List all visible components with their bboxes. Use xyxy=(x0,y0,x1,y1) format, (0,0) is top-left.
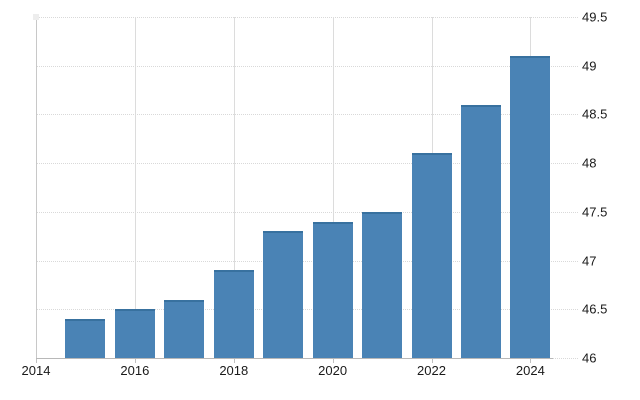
y-axis-line xyxy=(36,17,37,358)
gridline-horizontal xyxy=(36,65,578,67)
gridline-horizontal xyxy=(36,211,578,213)
y-axis-label: 47.5 xyxy=(582,204,608,220)
gridline-vertical xyxy=(233,17,235,358)
plot-corner-marker xyxy=(33,14,39,20)
y-axis-label: 48.5 xyxy=(582,106,608,122)
bar-2016[interactable] xyxy=(114,309,155,358)
bar-2019[interactable] xyxy=(263,231,304,358)
x-axis-line xyxy=(36,358,553,359)
bar-2024[interactable] xyxy=(510,56,551,358)
x-axis-label: 2020 xyxy=(318,363,348,378)
gridline-vertical xyxy=(134,17,136,358)
gridline-horizontal xyxy=(36,114,578,116)
x-axis-tick xyxy=(431,359,433,363)
x-axis-tick xyxy=(233,359,235,363)
x-axis-line-extension xyxy=(553,358,578,359)
bar-2022[interactable] xyxy=(411,153,452,358)
x-axis-label: 2014 xyxy=(21,363,51,378)
x-axis-label: 2022 xyxy=(417,363,446,378)
gridline-horizontal xyxy=(36,163,578,165)
x-axis-label: 2018 xyxy=(219,363,249,378)
bar-2023[interactable] xyxy=(461,104,501,358)
y-axis-label: 47 xyxy=(582,253,597,269)
y-axis-label: 46 xyxy=(582,350,597,366)
bar-2021[interactable] xyxy=(362,211,403,358)
y-axis-label: 48 xyxy=(582,155,597,171)
gridline-horizontal xyxy=(36,17,578,18)
y-axis-label: 49 xyxy=(582,58,597,74)
bar-2020[interactable] xyxy=(312,221,353,358)
x-axis-tick xyxy=(332,359,334,363)
x-axis-label: 2016 xyxy=(120,363,150,378)
x-axis-tick xyxy=(134,359,136,363)
x-axis-label: 2024 xyxy=(515,363,545,378)
gridline-vertical xyxy=(332,17,334,358)
x-axis-tick xyxy=(530,359,532,363)
x-axis-tick xyxy=(36,359,37,363)
bar-2015[interactable] xyxy=(65,319,106,358)
y-axis-label: 49.5 xyxy=(582,9,608,25)
bar-2018[interactable] xyxy=(213,270,254,358)
bar-2017[interactable] xyxy=(164,299,205,358)
y-axis-label: 46.5 xyxy=(582,301,608,317)
gridline-horizontal xyxy=(36,309,578,311)
gridline-horizontal xyxy=(36,260,578,262)
